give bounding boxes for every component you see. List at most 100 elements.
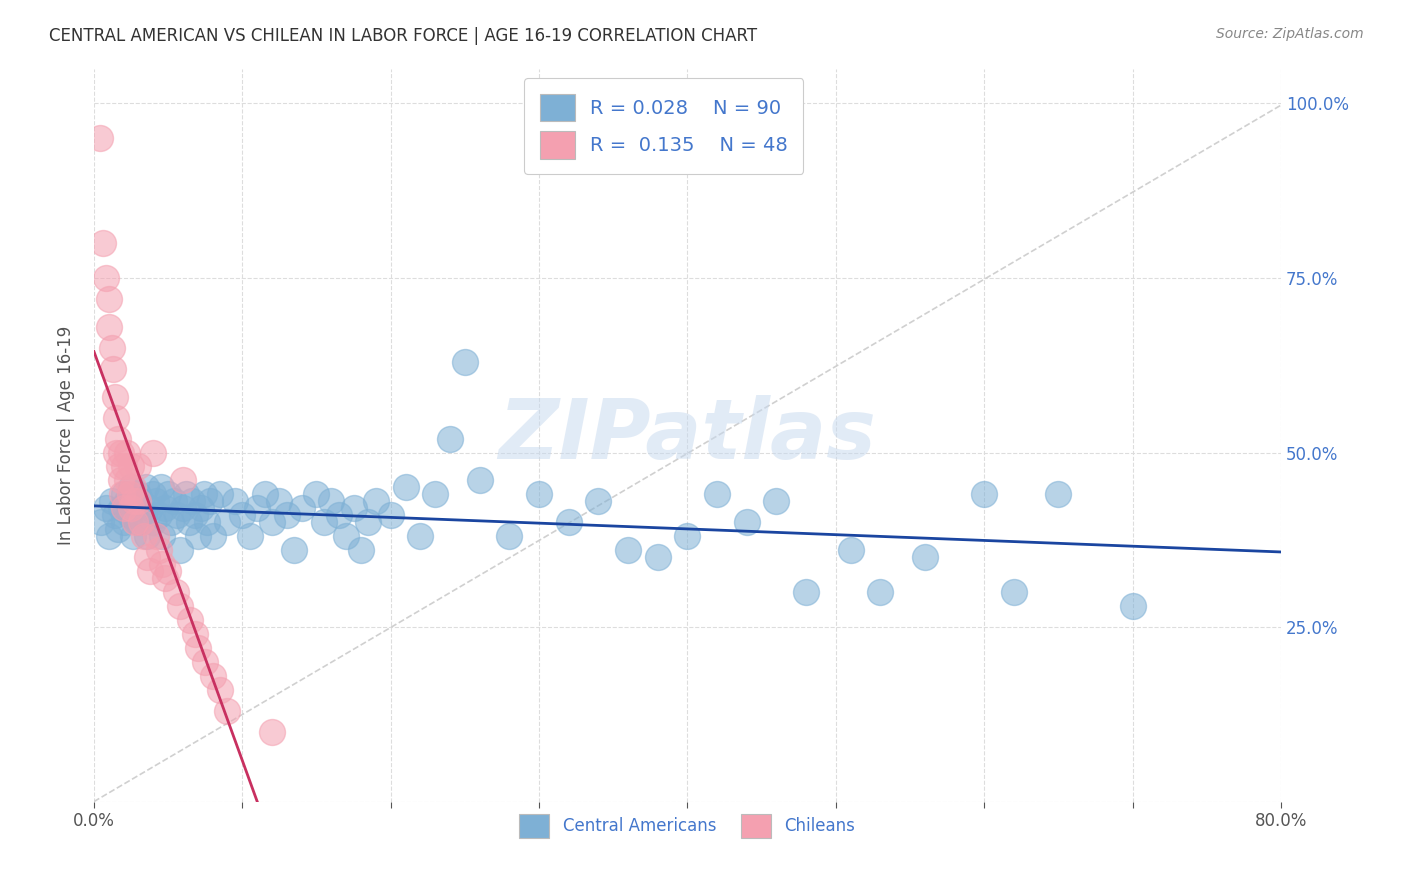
Point <box>90 516 112 530</box>
Point <box>103 361 125 376</box>
Point <box>139 564 162 578</box>
Point <box>127 516 149 530</box>
Point <box>136 550 159 565</box>
Point <box>305 487 328 501</box>
Point <box>357 516 380 530</box>
Point <box>335 529 357 543</box>
Point <box>246 501 269 516</box>
Point <box>439 432 461 446</box>
Point <box>647 550 669 565</box>
Point <box>127 494 149 508</box>
Point <box>104 508 127 523</box>
Point <box>201 669 224 683</box>
Point <box>180 494 202 508</box>
Point <box>134 508 156 523</box>
Point <box>148 508 170 523</box>
Point <box>145 494 167 508</box>
Point <box>104 390 127 404</box>
Point <box>118 508 141 523</box>
Point <box>190 501 212 516</box>
Point <box>115 494 138 508</box>
Point <box>217 516 239 530</box>
Point <box>166 508 188 523</box>
Point <box>187 529 209 543</box>
Point <box>97 292 120 306</box>
Point <box>283 543 305 558</box>
Point <box>239 529 262 543</box>
Point <box>409 529 432 543</box>
Point <box>97 529 120 543</box>
Point <box>111 487 134 501</box>
Point <box>735 516 758 530</box>
Text: Source: ZipAtlas.com: Source: ZipAtlas.com <box>1216 27 1364 41</box>
Point <box>1122 599 1144 613</box>
Point <box>498 529 520 543</box>
Point <box>127 459 149 474</box>
Point <box>131 516 153 530</box>
Point <box>91 235 114 250</box>
Point <box>107 522 129 536</box>
Point <box>110 501 132 516</box>
Point <box>260 724 283 739</box>
Point <box>115 474 138 488</box>
Point <box>97 319 120 334</box>
Text: ZIPatlas: ZIPatlas <box>499 394 876 475</box>
Legend: Central Americans, Chileans: Central Americans, Chileans <box>513 807 862 845</box>
Point <box>153 571 176 585</box>
Point <box>425 487 447 501</box>
Point <box>135 480 157 494</box>
Point <box>454 355 477 369</box>
Point <box>184 508 207 523</box>
Point <box>169 543 191 558</box>
Point <box>121 480 143 494</box>
Point <box>201 529 224 543</box>
Point <box>1002 585 1025 599</box>
Point <box>914 550 936 565</box>
Point <box>195 516 218 530</box>
Point <box>177 516 200 530</box>
Point <box>131 494 153 508</box>
Point <box>217 704 239 718</box>
Point <box>142 487 165 501</box>
Point <box>839 543 862 558</box>
Point <box>94 501 117 516</box>
Point <box>169 599 191 613</box>
Point <box>110 445 132 459</box>
Point <box>148 543 170 558</box>
Point <box>794 585 817 599</box>
Point <box>172 474 194 488</box>
Point <box>468 474 491 488</box>
Point <box>89 131 111 145</box>
Point <box>105 445 128 459</box>
Point <box>136 529 159 543</box>
Point <box>120 459 142 474</box>
Point <box>142 516 165 530</box>
Text: CENTRAL AMERICAN VS CHILEAN IN LABOR FORCE | AGE 16-19 CORRELATION CHART: CENTRAL AMERICAN VS CHILEAN IN LABOR FOR… <box>49 27 758 45</box>
Point <box>112 459 135 474</box>
Point <box>380 508 402 523</box>
Point <box>676 529 699 543</box>
Y-axis label: In Labor Force | Age 16-19: In Labor Force | Age 16-19 <box>58 326 75 545</box>
Point <box>112 487 135 501</box>
Point <box>110 474 132 488</box>
Point <box>174 487 197 501</box>
Point <box>209 487 232 501</box>
Point <box>142 445 165 459</box>
Point <box>118 487 141 501</box>
Point <box>209 682 232 697</box>
Point <box>165 585 187 599</box>
Point <box>179 613 201 627</box>
Point <box>394 480 416 494</box>
Point <box>269 494 291 508</box>
Point <box>160 516 183 530</box>
Point <box>973 487 995 501</box>
Point <box>149 480 172 494</box>
Point <box>107 432 129 446</box>
Point <box>224 494 246 508</box>
Point <box>172 501 194 516</box>
Point <box>112 516 135 530</box>
Point <box>122 494 145 508</box>
Point <box>145 529 167 543</box>
Point <box>1047 487 1070 501</box>
Point <box>127 487 149 501</box>
